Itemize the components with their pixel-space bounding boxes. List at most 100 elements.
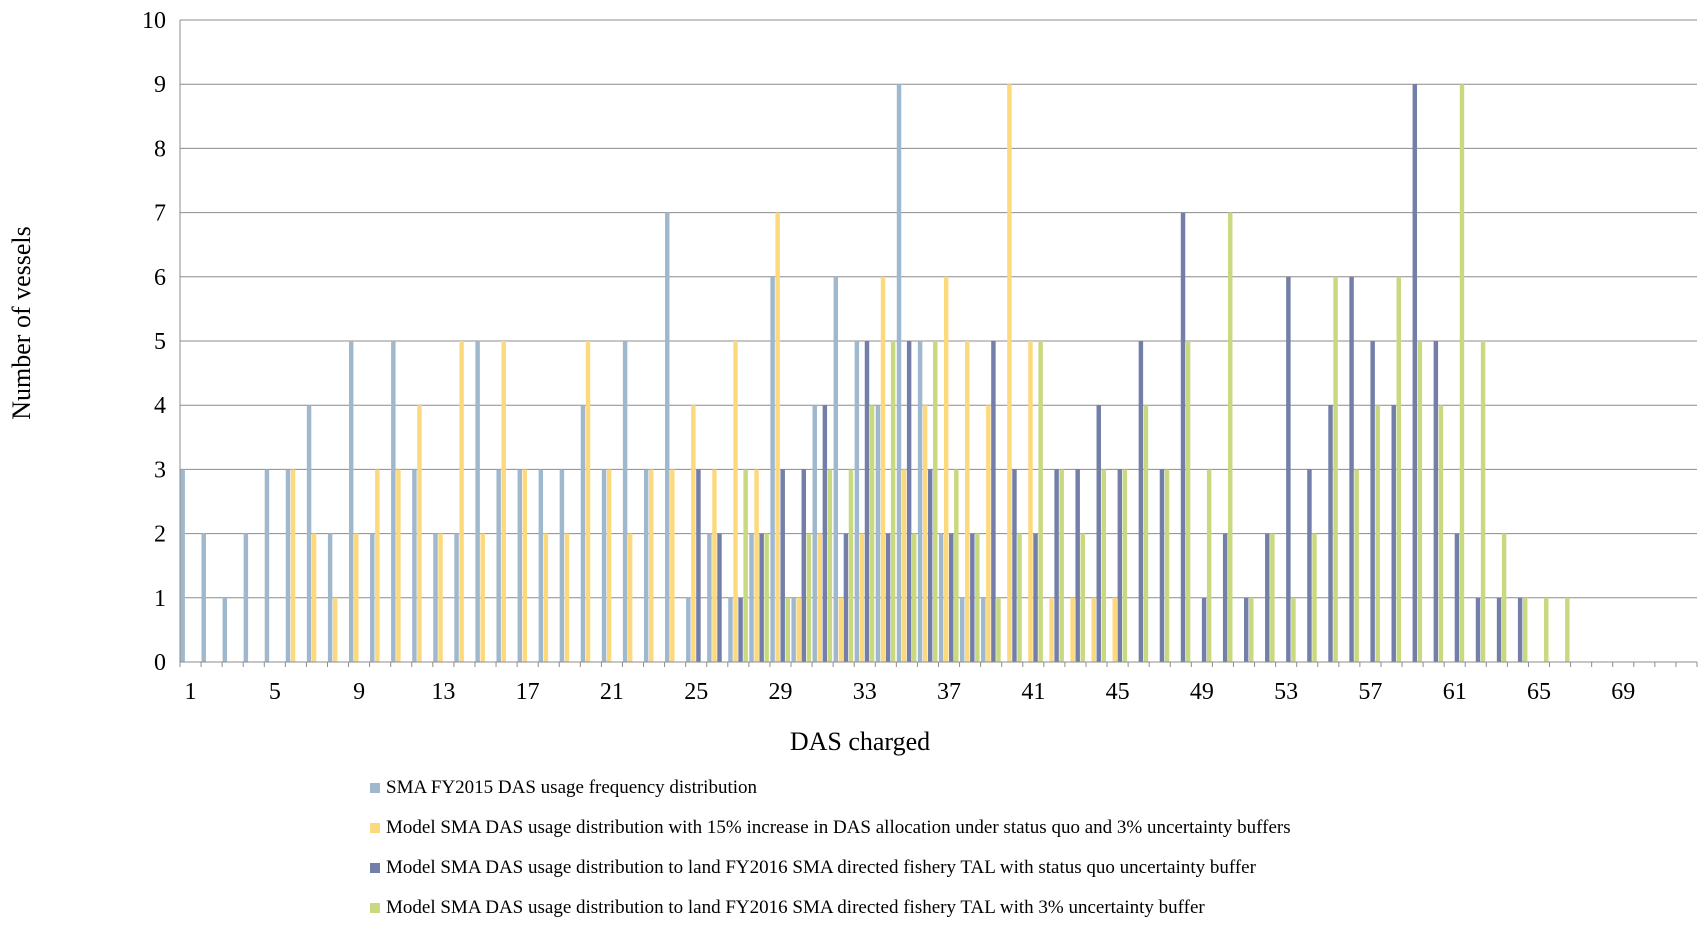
bar [880,276,886,662]
bar [1312,533,1317,662]
bar [475,341,480,662]
bar [585,341,591,662]
bar [522,469,528,662]
bar [1049,597,1054,662]
bar [649,469,654,662]
bar [1054,469,1059,662]
y-tick-label: 0 [154,650,166,676]
bar [1038,341,1043,662]
bar [764,533,769,662]
bar [1391,405,1396,662]
y-axis-title: Number of vessels [7,226,36,420]
bar [965,341,970,662]
bar [311,533,317,662]
bar [332,597,338,662]
bar [306,405,312,662]
bar [1496,597,1502,662]
bar [827,469,833,662]
bar [728,597,733,662]
bar [1480,341,1486,662]
bar [459,341,464,662]
bar [606,469,612,662]
x-tick-label: 65 [1527,679,1551,705]
legend-item: Model SMA DAS usage distribution with 15… [370,808,1291,848]
y-tick-label: 4 [154,393,166,419]
bar [1459,84,1465,662]
bar [290,469,296,662]
bar [1017,533,1022,662]
bar [775,212,780,662]
x-tick-label: 45 [1106,679,1130,705]
gridlines [180,19,1697,599]
bar [1222,533,1228,662]
bar [1007,84,1012,662]
bar [986,405,991,662]
bar [543,533,549,662]
bar [1286,276,1291,662]
legend-label: SMA FY2015 DAS usage frequency distribut… [386,777,758,798]
bar [1112,597,1117,662]
bar [222,597,228,662]
bar [959,597,965,662]
legend-swatch [370,823,380,833]
bar [770,276,775,662]
bar [375,469,380,662]
bar [1164,469,1170,662]
bar [643,469,649,662]
bar [1265,533,1270,662]
y-tick-label: 3 [154,457,166,483]
y-tick-label: 7 [154,201,166,227]
y-tick-label: 5 [154,329,166,355]
x-tick-label: 57 [1358,679,1382,705]
bar [1522,597,1528,662]
bar [1075,469,1080,662]
bar [911,533,917,662]
x-tick-labels: 1 5 9 13 17 21 25 29 33 37 41 45 49 53 57 61 65 69 [185,679,1636,705]
bar [670,469,675,662]
bar [1070,597,1075,662]
bar [996,597,1001,662]
bar [1101,469,1107,662]
y-tick-label: 8 [154,136,166,162]
bar [738,597,743,662]
bar [348,341,354,662]
bar [785,597,790,662]
bar [501,341,506,662]
x-tick-label: 61 [1443,679,1467,705]
bar [1227,212,1233,662]
bar [954,469,959,662]
bar [970,533,975,662]
bar [875,405,881,662]
bar [1565,597,1570,662]
x-tick-label: 69 [1611,679,1635,705]
bar [1201,597,1207,662]
bar [1096,405,1101,662]
bar [433,533,438,662]
bar [396,469,401,662]
bar [806,533,812,662]
x-tick-label: 17 [516,679,540,705]
bar [1180,212,1186,662]
bar [1501,533,1507,662]
bar [833,276,839,662]
bar [180,469,185,662]
x-tick-label: 13 [431,679,455,705]
bar [1396,276,1402,662]
bar [859,533,865,662]
bar [733,341,738,662]
bar [1412,84,1418,662]
bar [1117,469,1123,662]
y-tick-label: 1 [154,586,166,612]
x-tick-label: 37 [937,679,961,705]
bar [1138,341,1144,662]
bar [869,405,875,662]
bar [327,533,333,662]
bar [1059,469,1064,662]
bar [1475,597,1481,662]
bar [559,469,565,662]
bar [938,533,944,662]
bar [686,597,691,662]
bar [580,405,586,662]
legend-item: SMA FY2015 DAS usage frequency distribut… [370,768,1291,808]
y-tick-label: 6 [154,265,166,291]
